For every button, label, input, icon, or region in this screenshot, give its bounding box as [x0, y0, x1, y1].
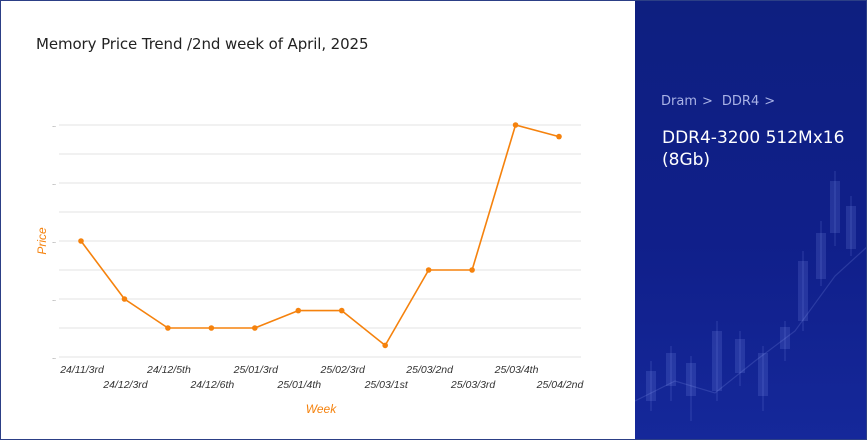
candle-body — [686, 363, 696, 396]
trend-line — [635, 247, 866, 402]
y-tick-label: .. — [52, 180, 56, 187]
candle-body — [758, 353, 768, 396]
x-tick-label: 24/12/6th — [189, 379, 234, 391]
candle-body — [666, 353, 676, 386]
y-tick-label: .. — [52, 354, 56, 361]
data-point — [295, 307, 302, 314]
candle-body — [798, 261, 808, 321]
candle-body — [780, 327, 790, 349]
breadcrumb-chevron-icon: > — [764, 94, 776, 109]
x-axis-label: Week — [306, 402, 337, 416]
chart-panel: Memory Price Trend /2nd week of April, 2… — [1, 1, 635, 439]
breadcrumb: Dram > DDR4 > — [661, 94, 784, 109]
candle-body — [735, 339, 745, 373]
candle-body — [816, 233, 826, 279]
data-point — [78, 238, 84, 244]
x-tick-label: 25/03/1st — [364, 379, 409, 391]
x-tick-label: 24/12/5th — [146, 364, 191, 376]
data-point — [252, 325, 258, 331]
x-tick-label: 25/03/2nd — [405, 364, 454, 376]
product-side-panel: Dram > DDR4 > DDR4-3200 512Mx16 (8Gb) — [635, 1, 866, 439]
data-point — [121, 296, 128, 302]
data-point — [338, 307, 345, 314]
y-tick-label: .. — [52, 238, 56, 245]
x-tick-label: 25/03/3rd — [450, 379, 497, 391]
data-point — [469, 267, 475, 273]
x-tick-label: 25/03/4th — [494, 364, 539, 376]
x-tick-label: 25/02/3rd — [320, 364, 367, 376]
breadcrumb-item-dram[interactable]: Dram — [661, 94, 697, 109]
data-point — [165, 325, 171, 331]
x-tick-label: 24/12/3rd — [102, 379, 149, 391]
price-line-chart: ..........24/11/3rd24/12/3rd24/12/5th24/… — [35, 122, 585, 416]
data-point — [382, 342, 388, 349]
x-tick-label: 25/01/4th — [276, 379, 321, 391]
data-point — [208, 325, 215, 331]
price-series-line — [80, 124, 560, 347]
x-tick-label: 24/11/3rd — [59, 364, 105, 376]
breadcrumb-chevron-icon: > — [702, 94, 713, 109]
breadcrumb-item-ddr4[interactable]: DDR4 — [721, 94, 760, 109]
chart-title: Memory Price Trend /2nd week of April, 2… — [36, 35, 369, 53]
data-point — [425, 267, 432, 273]
product-title: DDR4-3200 512Mx16 (8Gb) — [662, 128, 845, 170]
candlestick-background-graphic — [635, 171, 866, 421]
y-tick-label: .. — [52, 296, 56, 303]
y-tick-label: .. — [52, 122, 56, 129]
candle-body — [846, 206, 856, 249]
candle-body — [830, 181, 840, 233]
candle-body — [646, 371, 656, 401]
x-tick-label: 25/04/2nd — [536, 379, 585, 391]
candle-body — [712, 331, 722, 391]
x-tick-label: 25/01/3rd — [233, 364, 280, 376]
y-axis-label: Price — [35, 227, 49, 255]
data-point — [512, 122, 519, 128]
data-point — [556, 133, 562, 140]
